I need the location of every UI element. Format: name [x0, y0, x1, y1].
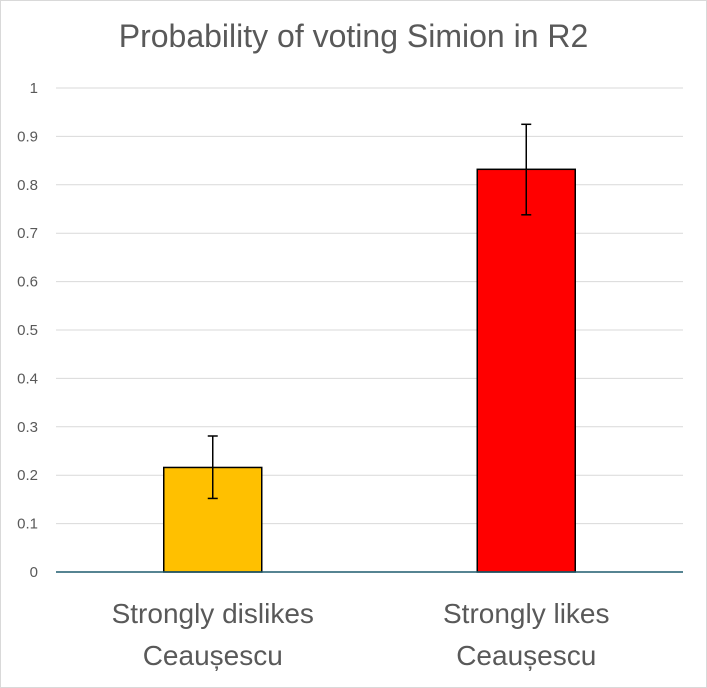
y-tick-label: 0.2 [17, 467, 38, 484]
y-tick-label: 0.3 [17, 419, 38, 436]
x-axis-labels: Strongly dislikes Ceaușescu Strongly likes… [112, 598, 610, 671]
y-tick-label: 0.5 [17, 322, 38, 339]
y-tick-label: 1 [30, 80, 38, 97]
y-tick-label: 0.7 [17, 225, 38, 242]
x-category-label: Ceaușescu [143, 640, 283, 671]
y-axis-ticks: 0 0.1 0.2 0.3 0.4 0.5 0.6 0.7 0.8 0.9 1 [17, 80, 38, 581]
y-tick-label: 0.6 [17, 274, 38, 291]
y-tick-label: 0.8 [17, 177, 38, 194]
x-category-label: Ceaușescu [456, 640, 596, 671]
chart-title: Probability of voting Simion in R2 [118, 18, 589, 54]
bars [163, 168, 576, 573]
y-tick-label: 0.9 [17, 128, 38, 145]
gridlines [56, 87, 683, 525]
error-bars [207, 123, 532, 500]
y-tick-label: 0 [30, 564, 38, 581]
x-category-label: Strongly dislikes [112, 598, 314, 629]
y-tick-label: 0.4 [17, 370, 38, 387]
x-category-label: Strongly likes [443, 598, 610, 629]
bar [476, 168, 576, 573]
y-tick-label: 0.1 [17, 516, 38, 533]
